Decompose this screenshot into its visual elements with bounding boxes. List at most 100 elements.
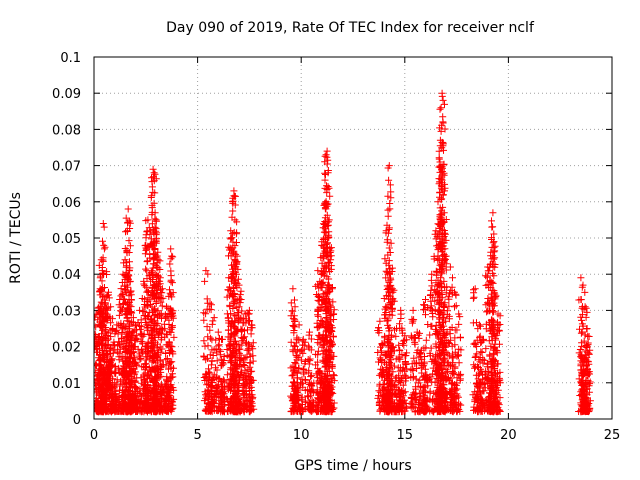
data-point-cluster: [249, 339, 257, 347]
data-point-cluster: [147, 301, 154, 308]
data-point: [146, 230, 154, 238]
data-point-cluster: [157, 348, 165, 356]
data-point-cluster: [129, 349, 137, 356]
data-point-cluster: [104, 380, 112, 388]
data-point-cluster: [96, 291, 104, 299]
data-point-cluster: [488, 217, 495, 225]
data-point-cluster: [94, 386, 100, 394]
data-point-cluster: [122, 214, 130, 222]
data-point: [384, 212, 392, 220]
data-point-cluster: [100, 223, 108, 231]
data-point-cluster: [138, 295, 146, 302]
data-point-cluster: [126, 289, 134, 297]
data-point: [214, 328, 222, 336]
data-point-cluster: [155, 330, 163, 338]
data-point: [154, 256, 162, 264]
data-point-cluster: [100, 241, 108, 249]
data-point-cluster: [103, 304, 110, 312]
data-point-cluster: [120, 399, 128, 407]
y-tick-label: 0.02: [52, 341, 81, 356]
data-point-cluster: [126, 225, 134, 232]
data-point: [489, 209, 497, 217]
data-point-cluster: [299, 365, 307, 373]
data-point-cluster: [148, 358, 156, 366]
data-point-cluster: [95, 380, 103, 388]
data-point-cluster: [452, 291, 460, 299]
data-point-cluster: [119, 381, 127, 389]
data-point-cluster: [471, 364, 478, 372]
data-point-cluster: [161, 325, 169, 333]
data-point-cluster: [384, 206, 392, 214]
data-point-cluster: [129, 328, 137, 336]
data-point-cluster: [152, 217, 160, 225]
data-point-cluster: [137, 355, 145, 362]
data-point-cluster: [156, 343, 164, 351]
data-point-cluster: [167, 267, 175, 275]
data-point-cluster: [107, 359, 114, 367]
data-point-cluster: [142, 283, 150, 291]
data-point-cluster: [455, 359, 463, 367]
data-point-cluster: [451, 303, 458, 311]
data-point-cluster: [125, 237, 133, 245]
y-tick-labels: 00.010.020.030.040.050.060.070.080.090.1: [52, 51, 81, 428]
data-point-cluster: [201, 277, 209, 285]
data-point-cluster: [140, 312, 148, 319]
data-point-cluster: [94, 372, 101, 380]
data-point-cluster: [103, 341, 111, 349]
data-point-cluster: [157, 295, 165, 303]
data-point: [100, 245, 108, 253]
scatter-series: [94, 89, 594, 416]
data-point-cluster: [154, 319, 162, 327]
data-point-cluster: [150, 228, 158, 236]
data-point-cluster: [101, 284, 108, 291]
data-point: [158, 285, 166, 293]
data-point-cluster: [146, 296, 154, 304]
data-point-cluster: [156, 294, 164, 301]
data-point-cluster: [100, 396, 108, 404]
data-point: [152, 238, 160, 246]
data-point-cluster: [452, 302, 460, 310]
data-point-cluster: [119, 391, 127, 399]
data-point-cluster: [128, 358, 136, 366]
data-point-cluster: [102, 391, 110, 399]
data-point-cluster: [122, 358, 130, 366]
data-point-cluster: [166, 260, 174, 268]
data-point-cluster: [101, 328, 109, 336]
data-point: [126, 277, 134, 285]
y-tick-label: 0.06: [52, 196, 81, 211]
data-point-cluster: [122, 228, 129, 236]
data-point: [98, 267, 106, 275]
data-point: [149, 165, 157, 173]
data-point-cluster: [100, 403, 108, 411]
x-tick-label: 20: [500, 428, 517, 443]
data-point-cluster: [457, 370, 465, 378]
data-point-cluster: [125, 267, 133, 275]
data-point-cluster: [123, 383, 131, 391]
data-point-cluster: [441, 100, 448, 108]
data-point-cluster: [427, 322, 435, 330]
x-tick-label: 25: [604, 428, 621, 443]
data-point-cluster: [470, 286, 477, 294]
data-point-cluster: [387, 239, 395, 247]
data-point-cluster: [136, 325, 144, 333]
data-point-cluster: [150, 199, 158, 207]
data-point-cluster: [112, 327, 120, 335]
data-point-cluster: [168, 322, 176, 330]
data-point-cluster: [200, 337, 208, 345]
data-point-cluster: [111, 406, 119, 414]
data-point-cluster: [162, 361, 170, 369]
data-point-cluster: [233, 239, 240, 246]
data-point: [163, 303, 170, 311]
data-point-cluster: [141, 250, 149, 258]
data-point: [102, 350, 110, 358]
data-point-cluster: [128, 332, 136, 340]
data-point-cluster: [147, 194, 155, 201]
data-point-cluster: [98, 330, 105, 338]
data-point: [409, 306, 417, 314]
data-point-cluster: [377, 347, 385, 355]
data-point-cluster: [148, 343, 156, 351]
data-point-cluster: [324, 183, 332, 190]
data-point-cluster: [101, 354, 109, 361]
data-point: [167, 245, 175, 253]
data-point-cluster: [124, 219, 131, 227]
